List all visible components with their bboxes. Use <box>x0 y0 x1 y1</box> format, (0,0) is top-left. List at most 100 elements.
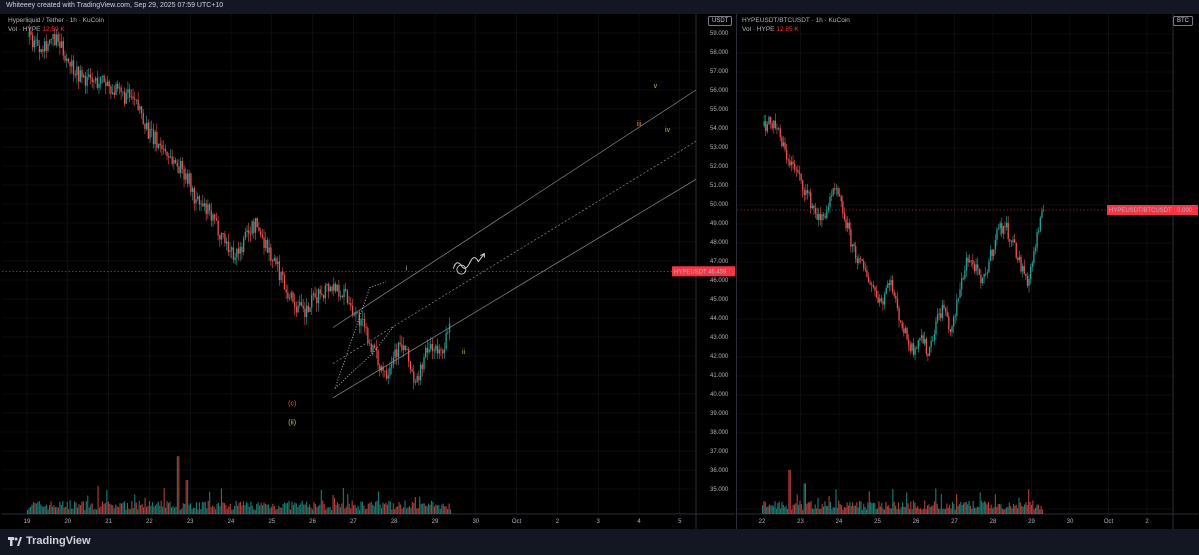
candle-body <box>869 282 871 285</box>
candle-body <box>900 320 902 323</box>
candle-body <box>321 293 323 296</box>
volume-bar <box>796 494 798 514</box>
volume-bar <box>300 503 302 514</box>
left-chart-svg[interactable]: 59.000 58.000 57.000 56.000 55.000 54.000 53.0… <box>2 14 735 529</box>
volume-bar <box>793 504 795 514</box>
wave-label: v <box>654 83 658 90</box>
candle-body <box>137 99 139 110</box>
volume-bar <box>34 503 36 514</box>
volume-bar <box>792 504 794 514</box>
candle-body <box>86 76 88 86</box>
volume-bar <box>944 509 947 514</box>
candle-body <box>397 342 400 357</box>
candle-body <box>1042 210 1045 212</box>
candle-body <box>994 239 997 250</box>
price-tick-label: 56.000 <box>710 88 729 94</box>
wave-label: (c) <box>288 400 296 407</box>
volume-bar <box>319 504 321 514</box>
candle-body <box>829 196 831 207</box>
volume-bar <box>282 504 284 514</box>
volume-bar <box>148 501 151 514</box>
volume-bar <box>882 508 884 514</box>
candle-body <box>312 293 315 296</box>
volume-bar <box>874 503 876 514</box>
candle-body <box>973 264 976 272</box>
candle-body <box>108 81 110 87</box>
right-currency-button[interactable]: BTC <box>1173 16 1193 26</box>
candle-body <box>986 272 988 274</box>
candle-body <box>882 300 884 305</box>
volume-bar <box>215 509 217 514</box>
volume-bar <box>56 506 58 514</box>
volume-bar <box>929 507 931 514</box>
left-currency-button[interactable]: USDT <box>708 16 733 26</box>
candle-body <box>118 87 121 89</box>
candle-body <box>810 192 812 209</box>
volume-bar <box>259 505 261 514</box>
volume-bar <box>878 501 880 514</box>
candle-body <box>370 343 372 353</box>
candle-body <box>30 31 32 35</box>
candle-body <box>967 257 969 263</box>
candle-body <box>445 333 447 349</box>
volume-bar <box>72 508 74 514</box>
candle-body <box>52 34 54 39</box>
right-chart-svg[interactable]: 22 23 24 25 26 27 28 29 30 Oct 2 HYPEUSDT/BTCUSDT 0.… <box>737 14 1198 529</box>
volume-bar <box>820 508 822 514</box>
price-label-value: 0.000 <box>1177 208 1193 214</box>
candle-body <box>965 257 968 271</box>
candle-body <box>1012 239 1014 243</box>
candle-body <box>903 328 905 334</box>
candle-body <box>871 284 873 286</box>
candle-body <box>948 316 950 330</box>
volume-bar <box>284 502 286 514</box>
candle-body <box>277 261 279 265</box>
volume-bar <box>961 505 963 514</box>
volume-bar <box>358 509 361 514</box>
candle-body <box>896 298 899 309</box>
time-tick-label: 26 <box>309 519 316 525</box>
candle-body <box>952 316 955 327</box>
price-label-bg <box>1107 205 1198 215</box>
candle-body <box>54 34 56 46</box>
candle-body <box>406 349 408 351</box>
left-chart-panel[interactable]: 59.000 58.000 57.000 56.000 55.000 54.000 53.0… <box>2 14 735 529</box>
candle-body <box>975 264 977 272</box>
volume-bar <box>408 506 410 514</box>
right-chart-panel[interactable]: 22 23 24 25 26 27 28 29 30 Oct 2 HYPEUSDT/BTCUSDT 0.… <box>736 14 1198 529</box>
volume-bar <box>786 509 789 514</box>
candle-body <box>402 345 405 351</box>
volume-bar <box>842 509 844 514</box>
candle-body <box>920 335 923 338</box>
candle-body <box>797 170 799 173</box>
candle-body <box>847 222 849 229</box>
candle-body <box>411 369 413 372</box>
volume-bar <box>398 502 400 514</box>
volume-bar <box>262 505 264 514</box>
volume-bar <box>806 503 808 514</box>
time-tick-label: 28 <box>990 519 997 525</box>
candle-body <box>377 350 379 366</box>
volume-bar <box>1035 507 1037 514</box>
volume-bar <box>397 506 399 514</box>
footer-brand[interactable]: TradingView <box>26 535 91 547</box>
time-tick-label: 22 <box>759 519 766 525</box>
candle-body <box>183 168 185 180</box>
volume-bar <box>900 506 902 514</box>
volume-bar <box>91 503 93 514</box>
volume-bar <box>444 506 446 514</box>
price-tick-label: 43.000 <box>710 335 729 341</box>
candle-body <box>1025 273 1027 277</box>
volume-bar <box>382 502 384 514</box>
candle-body <box>891 279 894 293</box>
volume-bar <box>85 501 87 514</box>
volume-bar <box>307 506 309 514</box>
candle-body <box>440 349 442 351</box>
volume-bar <box>910 501 912 514</box>
volume-bar <box>890 508 892 514</box>
volume-bar <box>854 505 856 514</box>
candle-body <box>978 268 980 275</box>
candle-body <box>98 83 100 88</box>
volume-bar <box>81 501 83 514</box>
volume-bar <box>184 503 186 514</box>
